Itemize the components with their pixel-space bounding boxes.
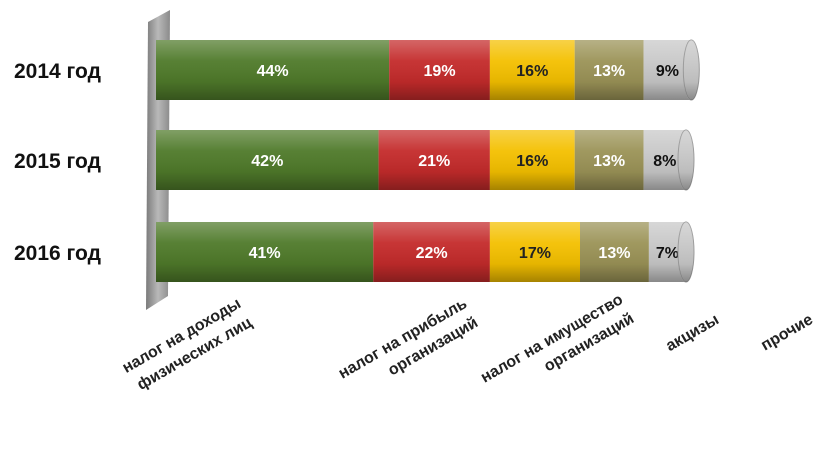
bar-segment-shading: [156, 222, 374, 282]
bar-segment-shading: [156, 40, 390, 100]
bar-segment-shading: [580, 222, 649, 282]
data-label: 41%: [249, 245, 281, 262]
bar-segment-shading: [489, 130, 575, 190]
bar-segment-shading: [378, 130, 490, 190]
data-label: 17%: [519, 245, 551, 262]
bar-end-cap-shading: [678, 130, 694, 190]
data-label: 22%: [416, 245, 448, 262]
category-label: 2015 год: [14, 150, 101, 173]
category-label: 2016 год: [14, 242, 101, 265]
bar-segment-shading: [489, 222, 580, 282]
bar-segment-shading: [156, 130, 379, 190]
bar-segment-shading: [373, 222, 490, 282]
bar-end-cap-shading: [678, 222, 694, 282]
data-label: 8%: [653, 153, 676, 170]
bar-row: 41% 22% 17% 13% 7%: [156, 221, 695, 283]
bar-segment-shading: [489, 40, 575, 100]
data-label: 13%: [593, 63, 625, 80]
bar-segment-shading: [389, 40, 490, 100]
bar-segment-shading: [574, 130, 644, 190]
data-label: 19%: [424, 63, 456, 80]
bar-segment-shading: [574, 40, 644, 100]
data-label: 44%: [257, 63, 289, 80]
category-label: 2014 год: [14, 60, 101, 83]
legend-label-line: акцизы: [663, 311, 722, 355]
legend-label: акцизы: [663, 311, 722, 355]
data-label: 7%: [656, 245, 679, 262]
data-label: 9%: [656, 63, 679, 80]
bar-row: 44% 19% 16% 13% 9%: [156, 39, 700, 101]
data-label: 13%: [598, 245, 630, 262]
data-label: 21%: [418, 153, 450, 170]
data-label: 42%: [251, 153, 283, 170]
data-label: 13%: [593, 153, 625, 170]
data-label: 16%: [516, 63, 548, 80]
legend-label-line: прочие: [758, 311, 816, 354]
bar-end-cap-shading: [683, 40, 700, 100]
bar-row: 42% 21% 16% 13% 8%: [156, 129, 695, 191]
legend-label: прочие: [758, 311, 816, 354]
data-label: 16%: [516, 153, 548, 170]
